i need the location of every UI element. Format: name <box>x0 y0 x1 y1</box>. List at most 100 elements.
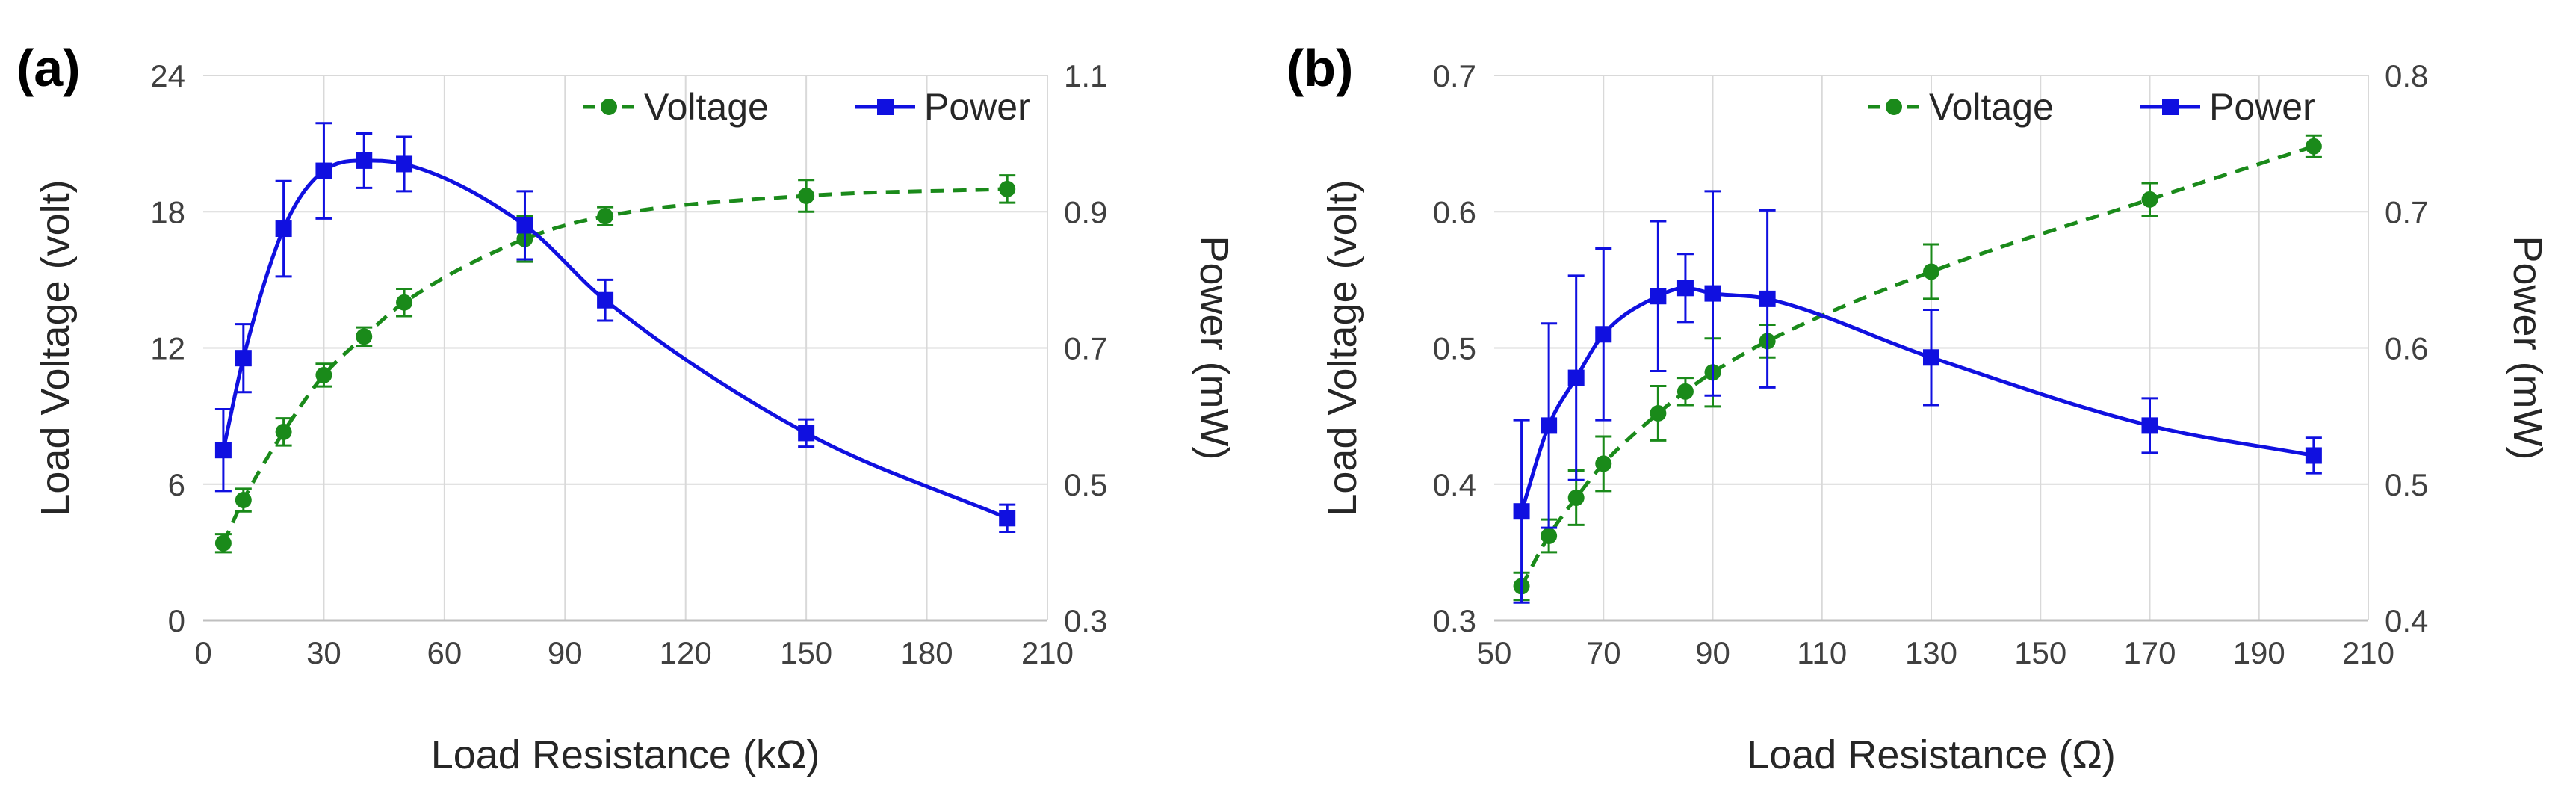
voltage-line <box>1520 144 2315 587</box>
y2-tick-label: 0.7 <box>2385 194 2428 229</box>
y-tick-label: 0.7 <box>1433 58 1476 93</box>
series-b <box>1513 134 2322 604</box>
chart-panel-a: (a) 0 6 12 18 24 0.3 0.5 0.7 0.9 1.1 0 30 60 90 120 1… <box>16 39 1236 777</box>
voltage-point <box>315 366 332 383</box>
x-tick-label: 130 <box>1905 635 1957 670</box>
x-tick-label: 0 <box>194 635 211 670</box>
legend-power-label: Power <box>2209 86 2315 128</box>
voltage-point <box>1567 489 1585 506</box>
y2-tick-label: 0.4 <box>2385 603 2428 638</box>
x-axis-title-a: Load Resistance (kΩ) <box>431 732 820 777</box>
y-tick-label: 0.6 <box>1433 194 1476 229</box>
x-tick-label: 190 <box>2233 635 2285 670</box>
y2-axis-title-a: Power (mW) <box>1192 236 1236 460</box>
power-point <box>1650 288 1667 305</box>
voltage-point <box>798 187 815 204</box>
grid-a <box>203 75 1048 620</box>
y-axis-title-b: Load Voltage (volt) <box>1320 179 1365 516</box>
x-tick-label: 150 <box>2014 635 2066 670</box>
x-tick-label: 110 <box>1797 635 1847 670</box>
y2-tick-label: 0.3 <box>1064 603 1107 638</box>
power-point <box>1923 349 1939 366</box>
power-point <box>2141 417 2158 434</box>
y2-tick-label: 0.8 <box>2385 58 2428 93</box>
legend-power-marker <box>877 99 894 115</box>
y2-tick-label: 0.7 <box>1064 331 1107 366</box>
voltage-point <box>356 328 373 345</box>
power-point <box>315 162 332 179</box>
power-point <box>1513 503 1530 520</box>
power-point <box>214 442 232 459</box>
x-tick-label: 120 <box>660 635 712 670</box>
x-tick-label: 150 <box>780 635 832 670</box>
voltage-point <box>396 294 413 311</box>
voltage-point <box>2141 191 2158 208</box>
voltage-point <box>214 534 232 552</box>
power-point <box>999 510 1016 527</box>
series-a <box>214 122 1016 554</box>
power-point <box>1704 285 1721 302</box>
voltage-point <box>1595 455 1612 472</box>
power-point <box>1595 326 1612 343</box>
x-tick-label: 210 <box>1021 635 1074 670</box>
x-tick-label: 70 <box>1586 635 1621 670</box>
voltage-point <box>275 423 292 440</box>
x-tick-labels-a: 0 30 60 90 120 150 180 210 <box>194 635 1074 670</box>
power-line <box>221 158 1009 520</box>
voltage-point <box>597 208 614 225</box>
power-point <box>1541 417 1558 434</box>
x-tick-label: 180 <box>901 635 953 670</box>
panel-label-a: (a) <box>16 39 81 97</box>
power-point <box>396 155 413 173</box>
legend-power-marker <box>2162 99 2179 115</box>
power-point <box>1759 290 1776 307</box>
voltage-point <box>1923 263 1939 280</box>
legend-voltage-marker <box>1886 99 1902 115</box>
x-tick-label: 170 <box>2123 635 2176 670</box>
power-point <box>516 217 533 234</box>
y-tick-labels-b: 0.3 0.4 0.5 0.6 0.7 <box>1433 58 1476 638</box>
power-line <box>1520 286 2315 512</box>
y-tick-label: 0 <box>168 603 185 638</box>
power-point <box>2305 447 2322 464</box>
legend-voltage-marker <box>601 99 617 115</box>
x-tick-label: 50 <box>1477 635 1512 670</box>
x-tick-label: 90 <box>1695 635 1730 670</box>
x-axis-title-b: Load Resistance (Ω) <box>1747 732 2116 777</box>
power-point <box>1567 369 1585 386</box>
x-tick-label: 210 <box>2342 635 2394 670</box>
grid-b <box>1494 75 2369 620</box>
y2-tick-label: 0.5 <box>1064 467 1107 502</box>
voltage-point <box>1650 404 1667 422</box>
chart-panel-b: (b) 0.3 0.4 0.5 0.6 0.7 0.4 0.5 0.6 0.7 0.8 50 70… <box>1287 39 2550 777</box>
y-tick-label: 0.4 <box>1433 467 1476 502</box>
y-tick-label: 0.5 <box>1433 331 1476 366</box>
y-axis-title-a: Load Voltage (volt) <box>33 179 78 516</box>
y-tick-labels-a: 0 6 12 18 24 <box>150 58 185 638</box>
legend-a: Voltage Power <box>583 86 1030 128</box>
power-point <box>235 350 252 367</box>
voltage-point <box>999 180 1016 197</box>
y2-tick-label: 1.1 <box>1064 58 1107 93</box>
y-tick-label: 12 <box>150 331 185 366</box>
y2-axis-title-b: Power (mW) <box>2505 236 2550 460</box>
power-point <box>798 425 815 442</box>
legend-voltage-label: Voltage <box>644 86 769 128</box>
y2-tick-label: 0.9 <box>1064 194 1107 229</box>
voltage-point <box>1541 528 1558 545</box>
voltage-line <box>221 187 1008 544</box>
y2-tick-labels-a: 0.3 0.5 0.7 0.9 1.1 <box>1064 58 1107 638</box>
power-point <box>275 220 292 238</box>
y2-tick-label: 0.5 <box>2385 467 2428 502</box>
power-point <box>597 291 614 309</box>
legend-voltage-label: Voltage <box>1929 86 2054 128</box>
panel-label-b: (b) <box>1287 39 1353 97</box>
voltage-point <box>235 492 252 509</box>
y-tick-label: 24 <box>150 58 185 93</box>
y2-tick-labels-b: 0.4 0.5 0.6 0.7 0.8 <box>2385 58 2428 638</box>
x-tick-label: 90 <box>548 635 583 670</box>
y2-tick-label: 0.6 <box>2385 331 2428 366</box>
legend-b: Voltage Power <box>1868 86 2315 128</box>
x-tick-labels-b: 50 70 90 110 130 150 170 190 210 <box>1477 635 2394 670</box>
